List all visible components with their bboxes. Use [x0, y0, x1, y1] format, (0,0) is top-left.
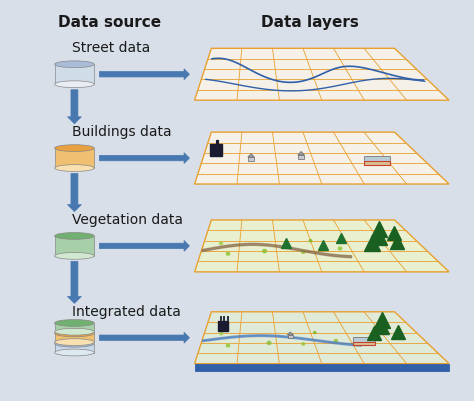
Circle shape — [227, 344, 229, 347]
Polygon shape — [298, 152, 304, 156]
Ellipse shape — [55, 82, 94, 88]
Polygon shape — [195, 221, 449, 272]
Ellipse shape — [55, 349, 94, 356]
Bar — [288, 335, 293, 338]
Polygon shape — [195, 49, 449, 101]
Circle shape — [226, 253, 230, 255]
Ellipse shape — [55, 62, 94, 69]
Bar — [55, 236, 94, 256]
Bar — [55, 334, 94, 342]
Text: Data layers: Data layers — [261, 15, 358, 30]
Bar — [353, 342, 375, 345]
Bar — [353, 338, 375, 342]
Ellipse shape — [55, 328, 94, 335]
Polygon shape — [287, 332, 293, 335]
Text: Vegetation data: Vegetation data — [72, 213, 183, 227]
Circle shape — [263, 250, 266, 253]
Circle shape — [334, 340, 337, 342]
Polygon shape — [195, 312, 449, 364]
Polygon shape — [195, 364, 449, 371]
Bar — [364, 156, 390, 162]
Circle shape — [220, 332, 223, 335]
Bar — [248, 158, 255, 161]
Circle shape — [309, 240, 312, 242]
Ellipse shape — [55, 330, 94, 337]
Ellipse shape — [55, 320, 94, 326]
Circle shape — [302, 343, 305, 345]
Bar — [55, 65, 94, 85]
Circle shape — [338, 247, 342, 250]
Text: Data source: Data source — [58, 15, 161, 30]
Circle shape — [267, 342, 271, 344]
Bar — [55, 344, 94, 352]
Polygon shape — [195, 133, 449, 184]
Bar — [55, 323, 94, 332]
Ellipse shape — [55, 145, 94, 152]
Text: Buildings data: Buildings data — [72, 125, 172, 139]
Bar — [55, 149, 94, 169]
Circle shape — [219, 243, 223, 245]
Ellipse shape — [55, 339, 94, 346]
Ellipse shape — [55, 253, 94, 259]
Text: Integrated data: Integrated data — [72, 304, 181, 318]
Ellipse shape — [55, 233, 94, 240]
Bar — [298, 156, 304, 159]
Bar — [364, 161, 390, 165]
Polygon shape — [248, 154, 255, 158]
Text: Street data: Street data — [72, 41, 150, 55]
Circle shape — [313, 332, 316, 334]
Ellipse shape — [55, 165, 94, 172]
Circle shape — [302, 251, 305, 254]
Ellipse shape — [55, 340, 94, 347]
